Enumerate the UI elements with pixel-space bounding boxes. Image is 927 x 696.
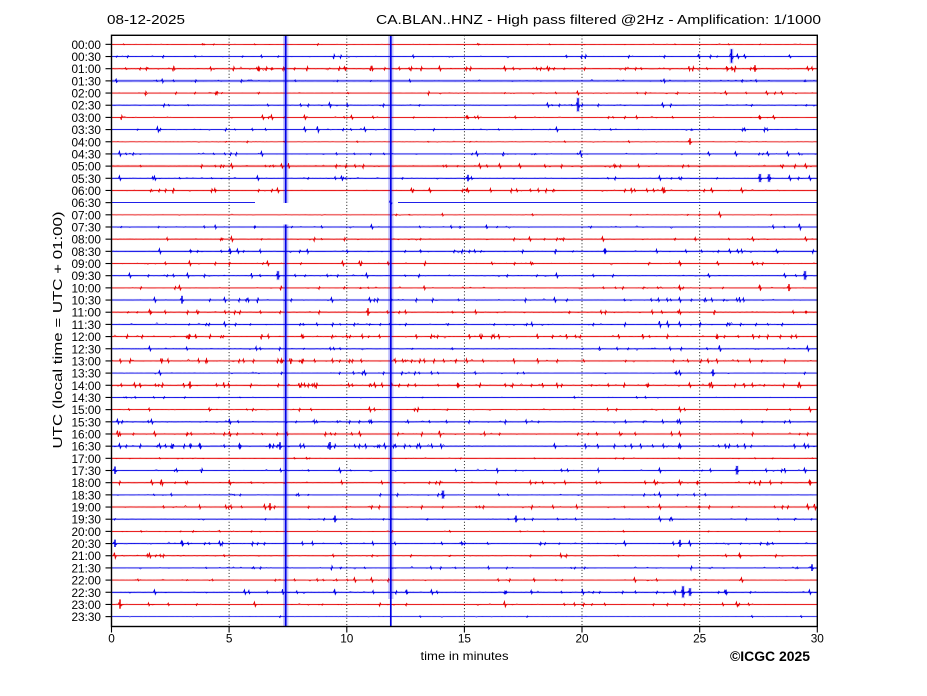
svg-text:25: 25: [693, 631, 707, 645]
svg-text:00:00: 00:00: [72, 38, 102, 52]
svg-text:21:00: 21:00: [72, 549, 102, 563]
svg-text:12:00: 12:00: [72, 330, 102, 344]
svg-text:00:30: 00:30: [72, 50, 102, 64]
svg-text:18:00: 18:00: [72, 476, 102, 490]
svg-text:06:30: 06:30: [72, 196, 102, 210]
svg-text:12:30: 12:30: [72, 342, 102, 356]
svg-text:14:30: 14:30: [72, 391, 102, 405]
svg-text:04:30: 04:30: [72, 147, 102, 161]
svg-text:13:30: 13:30: [72, 367, 102, 381]
svg-text:08:30: 08:30: [72, 245, 102, 259]
svg-text:15:00: 15:00: [72, 403, 102, 417]
svg-text:03:00: 03:00: [72, 111, 102, 125]
svg-text:06:00: 06:00: [72, 184, 102, 198]
svg-text:16:30: 16:30: [72, 440, 102, 454]
svg-text:14:00: 14:00: [72, 379, 102, 393]
svg-text:16:00: 16:00: [72, 427, 102, 441]
svg-text:©ICGC 2025: ©ICGC 2025: [730, 649, 811, 664]
svg-text:11:00: 11:00: [72, 306, 102, 320]
svg-text:01:30: 01:30: [72, 74, 102, 88]
svg-text:13:00: 13:00: [72, 354, 102, 368]
svg-text:time in minutes: time in minutes: [421, 649, 509, 663]
svg-text:17:30: 17:30: [72, 464, 102, 478]
svg-text:05:00: 05:00: [72, 160, 102, 174]
svg-text:CA.BLAN..HNZ - High pass filte: CA.BLAN..HNZ - High pass filtered @2Hz -…: [376, 12, 821, 27]
svg-text:17:00: 17:00: [72, 452, 102, 466]
svg-text:09:30: 09:30: [72, 269, 102, 283]
svg-text:08:00: 08:00: [72, 233, 102, 247]
svg-text:30: 30: [811, 631, 825, 645]
svg-text:08-12-2025: 08-12-2025: [107, 12, 185, 27]
svg-text:05:30: 05:30: [72, 172, 102, 186]
svg-text:23:00: 23:00: [72, 598, 102, 612]
svg-text:22:30: 22:30: [72, 586, 102, 600]
svg-text:15: 15: [458, 631, 472, 645]
svg-text:04:00: 04:00: [72, 135, 102, 149]
svg-text:21:30: 21:30: [72, 561, 102, 575]
svg-text:01:00: 01:00: [72, 62, 102, 76]
svg-text:22:00: 22:00: [72, 574, 102, 588]
svg-text:15:30: 15:30: [72, 415, 102, 429]
svg-text:10: 10: [340, 631, 354, 645]
svg-text:07:30: 07:30: [72, 220, 102, 234]
svg-text:07:00: 07:00: [72, 208, 102, 222]
svg-text:11:30: 11:30: [72, 318, 102, 332]
svg-text:19:30: 19:30: [72, 513, 102, 527]
svg-text:03:30: 03:30: [72, 123, 102, 137]
svg-text:UTC (local time = UTC + 01:00): UTC (local time = UTC + 01:00): [51, 211, 65, 448]
svg-text:5: 5: [226, 631, 233, 645]
svg-text:02:00: 02:00: [72, 87, 102, 101]
svg-text:10:00: 10:00: [72, 281, 102, 295]
svg-text:20:00: 20:00: [72, 525, 102, 539]
svg-text:20: 20: [575, 631, 589, 645]
svg-text:09:00: 09:00: [72, 257, 102, 271]
svg-text:20:30: 20:30: [72, 537, 102, 551]
svg-text:10:30: 10:30: [72, 294, 102, 308]
svg-text:0: 0: [108, 631, 115, 645]
svg-text:23:30: 23:30: [72, 610, 102, 624]
svg-text:02:30: 02:30: [72, 99, 102, 113]
svg-text:18:30: 18:30: [72, 488, 102, 502]
svg-text:19:00: 19:00: [72, 501, 102, 515]
